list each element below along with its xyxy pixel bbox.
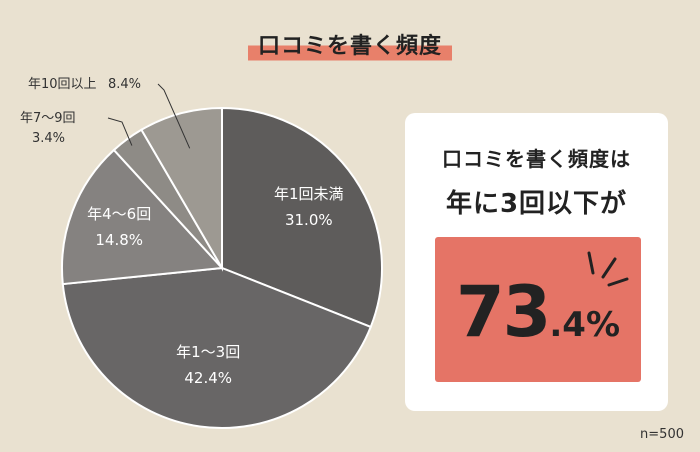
result-box: 73.4%: [435, 237, 641, 382]
slice-label-1-3: 年1～3回: [176, 343, 240, 361]
chart-title: 口コミを書く頻度: [247, 28, 452, 62]
summary-line-2: 年に3回以下が: [445, 189, 628, 219]
pie-slice-1-3: [61, 266, 373, 429]
slice-value-7-9: 3.4%: [32, 131, 65, 146]
slice-value-under-1: 31.0%: [285, 211, 333, 229]
slice-label-under-1: 年1回未満: [274, 185, 344, 203]
slice-value-4-6: 14.8%: [95, 231, 143, 249]
slice-label-4-6: 年4～6回: [87, 205, 151, 223]
result-value-decimal: .4%: [549, 305, 621, 345]
result-value: 73.4%: [435, 277, 641, 347]
pie-slice-4-6: [61, 148, 225, 286]
slice-label-7-9: 年7～9回: [20, 111, 76, 126]
result-value-main: 73: [455, 271, 551, 353]
summary-card: 口コミを書く頻度は 年に3回以下が 73.4%: [405, 113, 668, 411]
pie-slice-under-1: [221, 106, 383, 329]
summary-line-1: 口コミを書く頻度は: [442, 147, 631, 171]
chart-title-wrap: 口コミを書く頻度: [0, 28, 700, 62]
slice-value-1-3: 42.4%: [184, 369, 232, 387]
sample-size: n=500: [640, 427, 684, 442]
slice-value-10-plus: 8.4%: [108, 77, 141, 92]
leader-line-7-9: [107, 117, 133, 146]
pie-slice-10-plus: [140, 106, 223, 272]
leader-line-10-plus: [157, 83, 191, 149]
emphasis-burst-icon: [587, 251, 629, 287]
slice-label-10-plus: 年10回以上: [28, 77, 97, 92]
